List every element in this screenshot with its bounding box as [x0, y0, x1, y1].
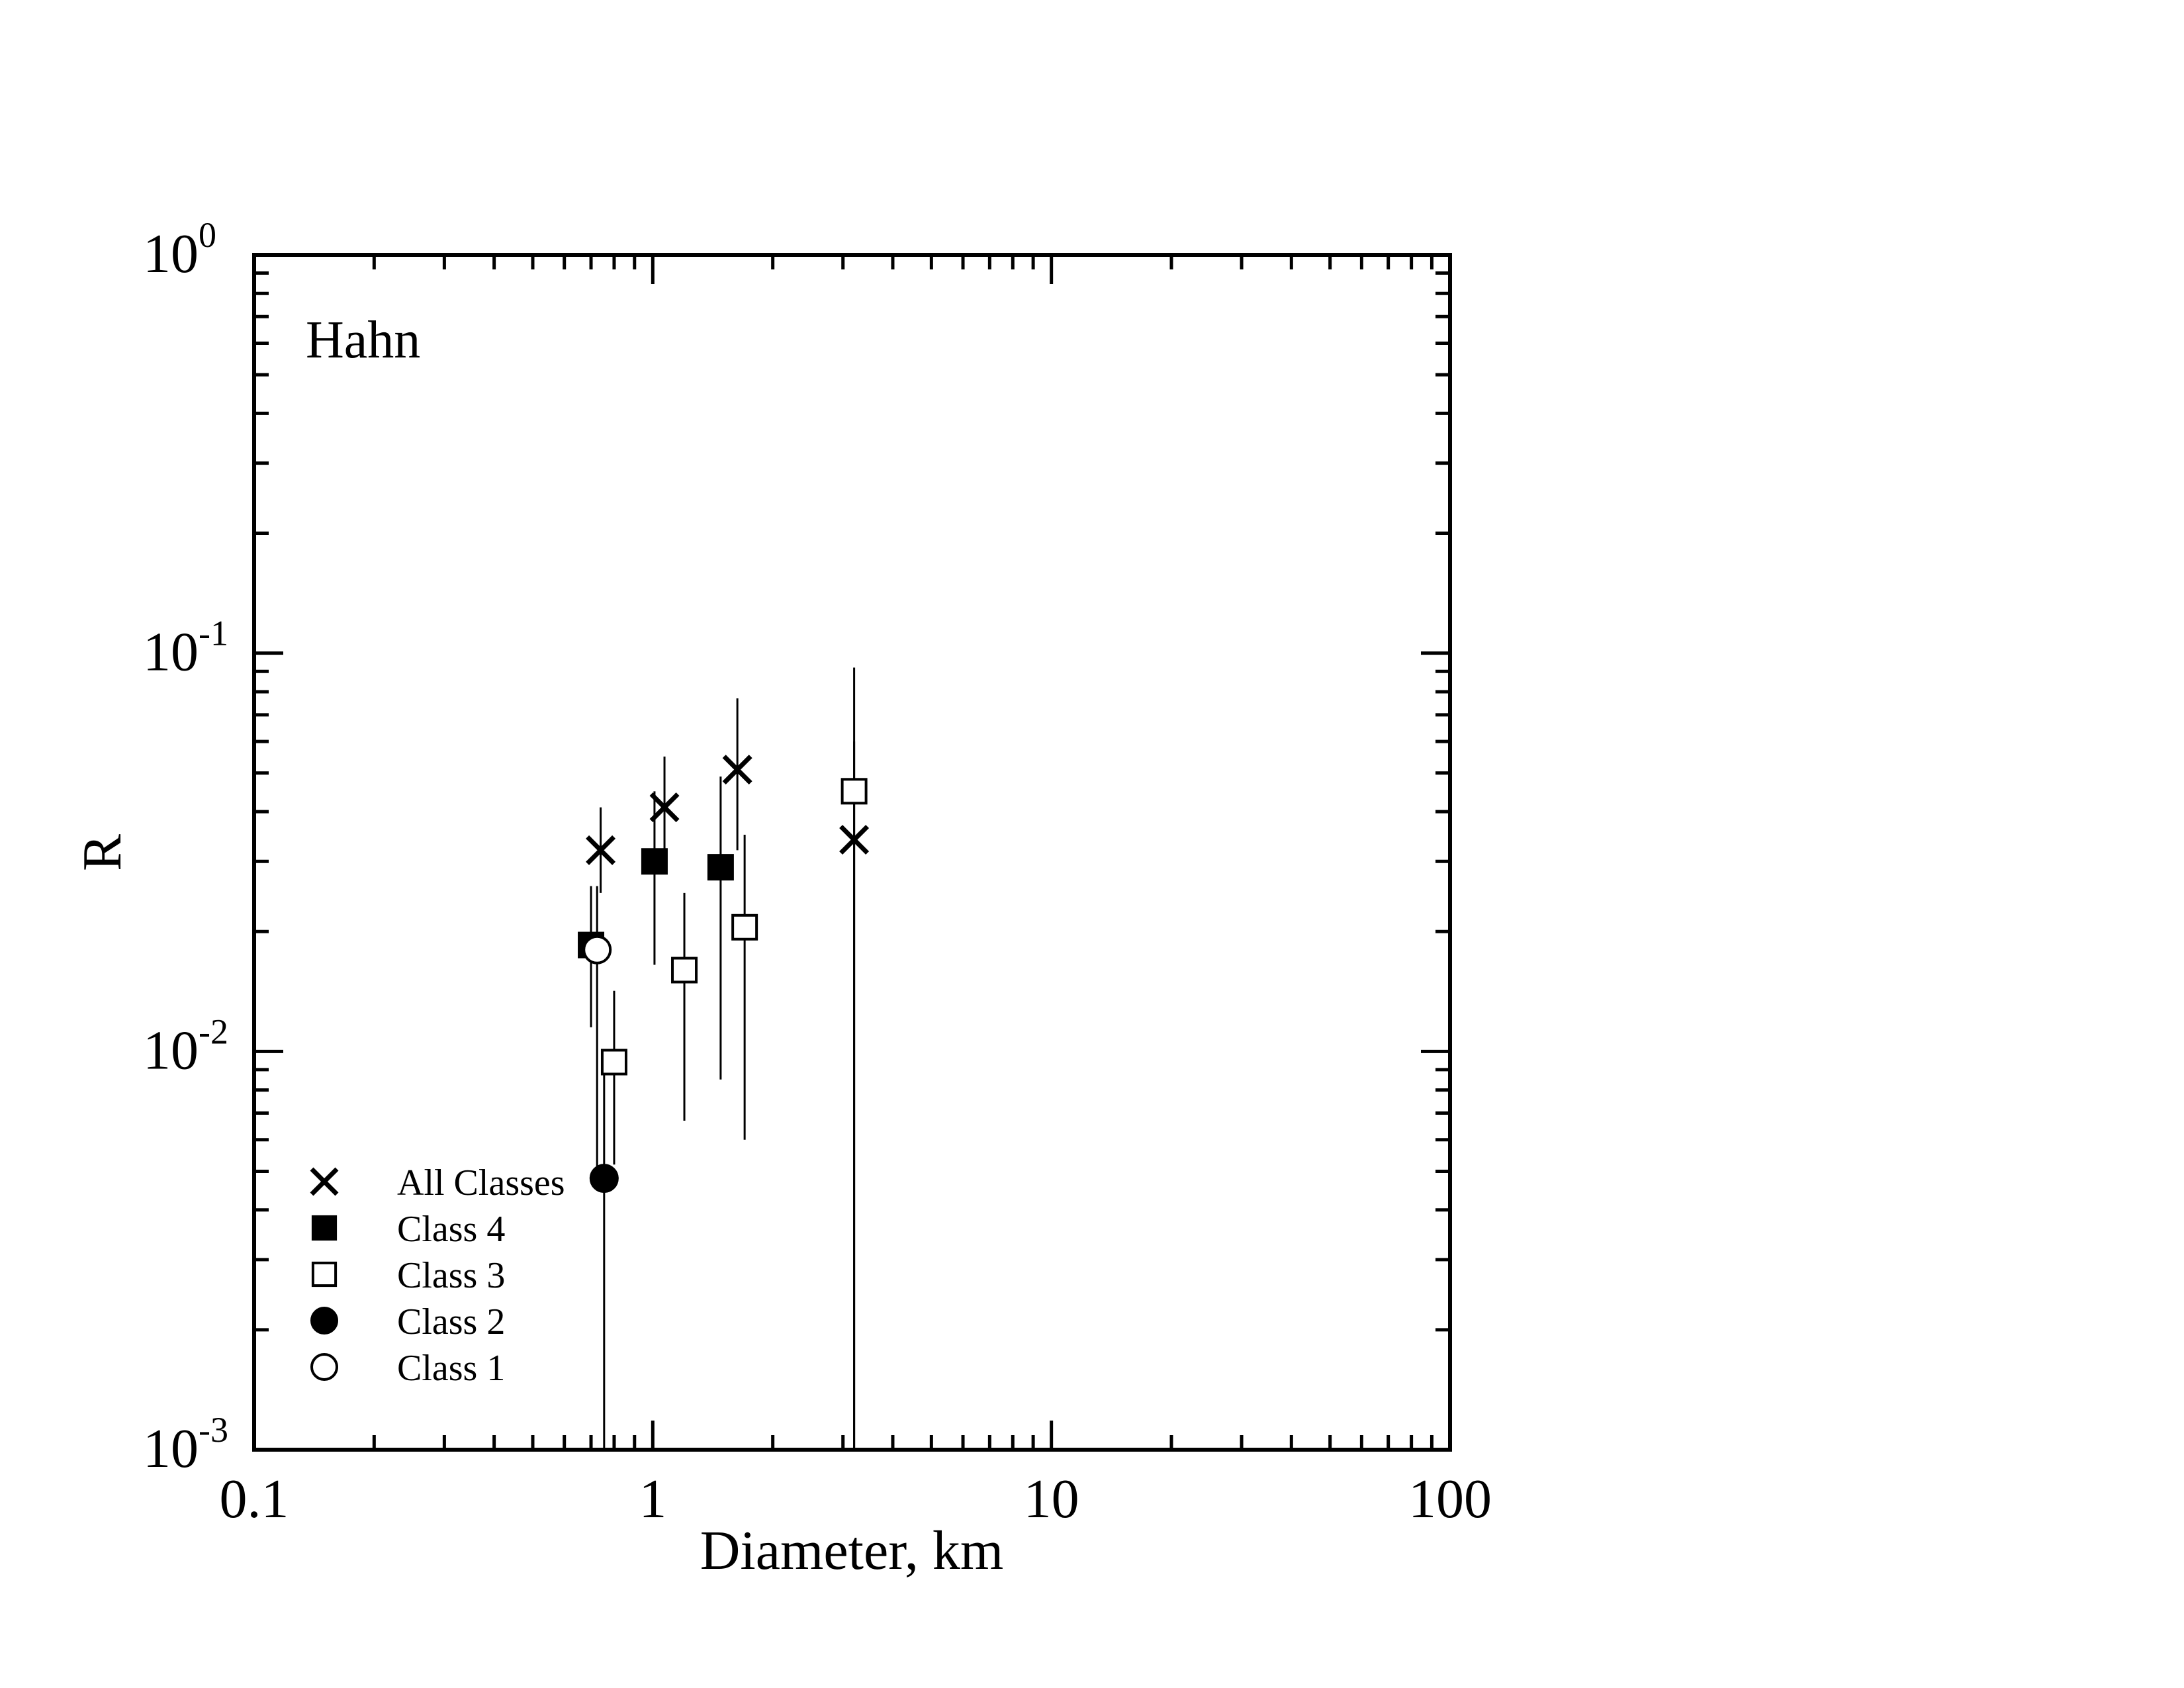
x-tick-label: 100 [1408, 1468, 1492, 1530]
legend-label: Class 1 [397, 1348, 505, 1389]
legend-item: Class 2 [310, 1301, 505, 1342]
plot-frame [252, 253, 1452, 1452]
filled-square-marker [641, 848, 668, 875]
open-square-marker [731, 914, 758, 941]
y-tick-label: 10-1 [143, 614, 228, 683]
x-axis-title: Diameter, km [700, 1520, 1003, 1581]
y-tick-labels: 10-3 10-2 10-1 100 [143, 215, 228, 1479]
open-square-marker [600, 1049, 627, 1076]
y-tick-label: 10-3 [143, 1410, 228, 1479]
legend-label: Class 3 [397, 1255, 505, 1296]
legend-item: All Classes [310, 1162, 565, 1203]
x-marker [839, 825, 870, 855]
legend-item: Class 3 [311, 1255, 505, 1296]
x-marker [310, 1167, 339, 1196]
y-tick-label: 100 [143, 215, 216, 285]
legend-label: Class 2 [397, 1301, 505, 1342]
open-circle-marker [310, 1353, 338, 1381]
open-square-marker [311, 1261, 338, 1288]
error-bars [590, 667, 856, 1450]
x-marker [649, 792, 680, 823]
open-circle-marker [582, 935, 612, 964]
legend-item: Class 1 [310, 1348, 505, 1389]
axis-ticks [252, 253, 1452, 1452]
filled-square-marker [311, 1215, 338, 1241]
filled-circle-marker [310, 1307, 338, 1335]
legend-label: Class 4 [397, 1209, 505, 1250]
legend-item: Class 4 [311, 1209, 505, 1250]
filled-circle-marker [589, 1164, 619, 1194]
x-marker [722, 755, 752, 785]
x-marker [586, 835, 616, 865]
filled-square-marker [707, 854, 734, 881]
x-tick-labels: 0.1 1 10 100 [220, 1468, 1492, 1530]
x-tick-label: 1 [639, 1468, 666, 1530]
legend: All Classes Class 4 Class 3 Class 2 Class 1 [310, 1162, 565, 1389]
x-tick-label: 10 [1024, 1468, 1079, 1530]
open-square-marker [841, 778, 868, 805]
annotation-label: Hahn [306, 311, 420, 369]
open-square-marker [671, 957, 698, 984]
x-tick-label: 0.1 [220, 1468, 289, 1530]
y-axis-title: R [71, 834, 133, 871]
data-markers [578, 755, 870, 1194]
legend-label: All Classes [397, 1162, 565, 1203]
y-tick-label: 10-2 [143, 1011, 228, 1081]
